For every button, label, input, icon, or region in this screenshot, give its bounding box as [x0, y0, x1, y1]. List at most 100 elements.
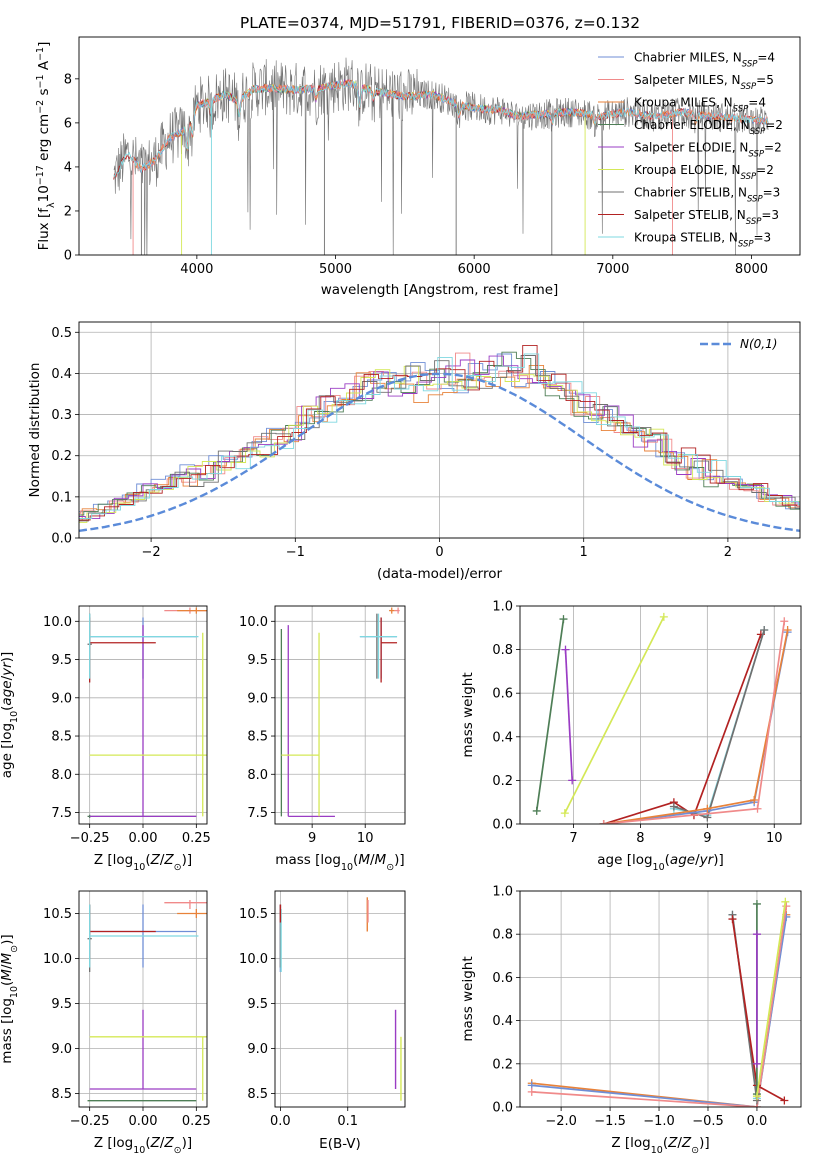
x-axis-label: age [log10(age/yr)] [597, 852, 723, 873]
x-tick-label: 8 [636, 831, 644, 846]
label-part: )] [394, 852, 405, 868]
label-part: ( [353, 852, 358, 868]
label-part: λ [46, 202, 57, 208]
y-tick-label: 0.4 [51, 367, 72, 382]
label-part: −17 [35, 165, 46, 185]
label-part: yr [699, 852, 715, 868]
x-tick-label: 1 [580, 545, 588, 560]
x-tick-label: 9 [308, 831, 316, 846]
y-tick-label: 10.0 [239, 615, 268, 630]
label-part: )] [0, 934, 15, 945]
plot-area [79, 344, 800, 532]
y-tick-label: 6 [64, 116, 72, 131]
y-tick-label: 9.0 [51, 691, 72, 706]
y-tick-label: 9.5 [51, 997, 72, 1012]
label-part: ⊙ [386, 862, 394, 873]
legend-label-main: Salpeter STELIB, N [634, 208, 746, 222]
x-tick-label: 10 [357, 831, 374, 846]
label-part: Z [163, 852, 174, 868]
mass-weight-line [673, 629, 766, 817]
x-tick-label: 0.00 [129, 1114, 158, 1129]
label-part: )] [182, 1135, 193, 1151]
x-tick-label: 10 [766, 831, 783, 846]
axes-frame [78, 605, 208, 825]
mass-weight-marker [780, 1096, 789, 1105]
y-tick-label: 8 [64, 72, 72, 87]
x-tick-label: 0 [435, 545, 443, 560]
label-part: Z [681, 1135, 692, 1151]
label-part: / [160, 1135, 165, 1151]
label-part: / [695, 852, 700, 868]
label-part: / [370, 852, 375, 868]
mass-weight-marker [780, 617, 789, 626]
mass-weight-marker [783, 625, 792, 634]
y-tick-label: 8.0 [247, 768, 268, 783]
y-tick-label: 9.0 [51, 1042, 72, 1057]
x-tick-label: −1.5 [594, 1114, 626, 1129]
label-part: 10 [9, 711, 20, 723]
mass-weight-marker [760, 625, 769, 634]
y-tick-label: 10.5 [43, 907, 72, 922]
legend-label-suffix: =3 [761, 208, 779, 222]
label-part: M [375, 852, 387, 868]
y-axis-label: Flux [fλ10−17 erg cm−2 s−1 A−1] [35, 42, 57, 251]
legend-label: N(0,1) [740, 337, 777, 351]
label-part: 10 [133, 1145, 145, 1156]
y-tick-label: 9.5 [247, 997, 268, 1012]
y-tick-label: 0.4 [492, 730, 513, 745]
axes-frame [519, 890, 802, 1108]
label-part: age [log [597, 852, 652, 868]
x-tick-label: 0.00 [129, 831, 158, 846]
y-tick-label: 7.5 [247, 806, 268, 821]
y-tick-label: 0.2 [51, 449, 72, 464]
age-vs-metallicity-panel: −0.25 0.00 0.257.58.08.59.09.510.0Z [log10… [0, 605, 211, 873]
mass-vs-metallicity-panel: −0.25 0.00 0.258.59.09.510.010.5Z [log10(Z… [0, 890, 211, 1156]
x-tick-label: 2 [724, 545, 732, 560]
spectrum-line [113, 57, 769, 255]
legend-label-sub: SSP [741, 172, 757, 182]
legend-label-main: Chabrier MILES, N [634, 51, 742, 65]
histogram-step [79, 355, 800, 522]
label-part: ] [36, 42, 52, 47]
mass-weight-marker [599, 820, 608, 824]
legend-label: Chabrier MILES, NSSP=4 [634, 51, 775, 70]
mass-weight-marker [781, 897, 790, 906]
spectrum-panel: 4000 5000 6000 7000 8000 0 2 4 6 8 wavelength [Ang… [35, 36, 801, 298]
axes-frame [78, 36, 801, 256]
mass-weight-marker [753, 804, 762, 813]
y-tick-label: 0.5 [51, 326, 72, 341]
y-tick-label: 0.8 [492, 928, 513, 943]
x-axis-label: Z [log10(Z/Z⊙)] [94, 1135, 192, 1156]
legend-label: Kroupa MILES, NSSP=4 [634, 96, 766, 115]
legend-label: Kroupa STELIB, NSSP=3 [634, 231, 771, 250]
mass-weight-marker [750, 796, 759, 805]
label-part: 10 [651, 1145, 663, 1156]
mass-weight-marker [752, 1059, 761, 1068]
legend-label-sub: SSP [750, 127, 766, 137]
x-tick-label: 0.25 [182, 1114, 211, 1129]
legend-label: Chabrier ELODIE, NSSP=2 [634, 118, 783, 137]
legend-label-main: Chabrier STELIB, N [634, 186, 747, 200]
mass-weight-marker [703, 804, 712, 813]
label-part: s [36, 88, 52, 99]
x-tick-label: 0.1 [337, 1114, 358, 1129]
plot-area [532, 612, 792, 824]
x-tick-label: 0.25 [182, 831, 211, 846]
spectrum-line [113, 80, 769, 178]
legend-label: Salpeter MILES, NSSP=5 [634, 73, 774, 92]
label-part: 10 [653, 862, 665, 873]
label-part: ( [663, 1135, 668, 1151]
plot-area [279, 897, 402, 1101]
y-tick-label: 9.5 [51, 653, 72, 668]
x-axis-label: (data-model)/error [377, 566, 503, 582]
label-part: / [0, 964, 15, 969]
legend-label-sub: SSP [738, 240, 754, 250]
x-axis-label: Z [log10(Z/Z⊙)] [611, 1135, 709, 1156]
histogram-step [79, 364, 800, 522]
mass-weight-line [531, 905, 788, 1107]
y-tick-label: 0.6 [492, 687, 513, 702]
plot-area [527, 897, 791, 1107]
y-tick-label: 1.0 [492, 885, 513, 900]
mass-weight-marker [527, 1087, 536, 1096]
